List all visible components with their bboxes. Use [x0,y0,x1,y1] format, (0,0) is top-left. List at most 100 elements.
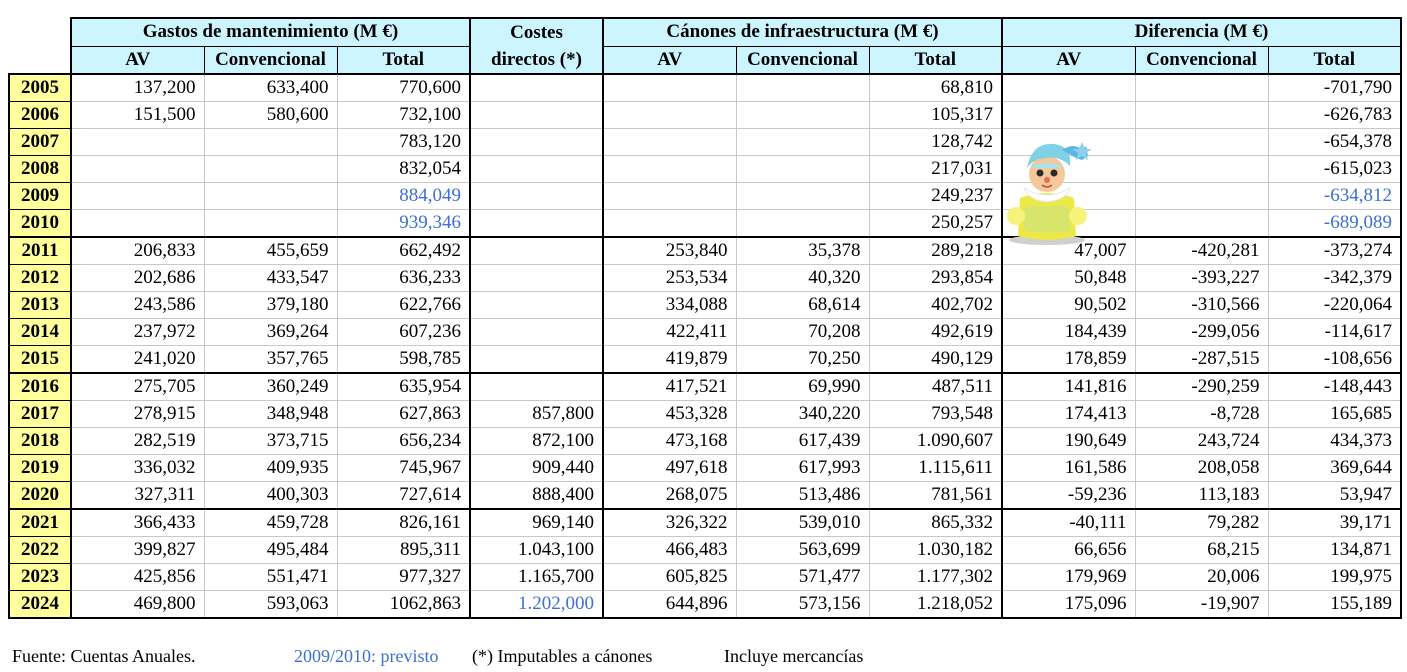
cell-d-av [1001,73,1136,102]
cell-c-conv [735,128,870,156]
table-row: 2016 275,705 360,249 635,954 417,521 69,990 48… [8,372,1402,401]
cell-c-av: 417,521 [602,372,737,401]
table-row: 2005 137,200 633,400 770,600 68,810 -701,790 [8,73,1402,102]
cell-d-total: -342,379 [1267,264,1402,292]
cell-c-av: 497,618 [602,454,737,482]
cell-c-conv: 513,486 [735,481,870,510]
cell-d-av: 174,413 [1001,400,1136,428]
cell-c-av [602,209,737,238]
cell-d-total: -114,617 [1267,318,1402,346]
cell-g-conv: 357,765 [203,345,338,374]
cell-d-total: -108,656 [1267,345,1402,374]
cell-costes: 857,800 [469,400,604,428]
cell-c-total: 105,317 [868,101,1003,129]
cell-c-total: 217,031 [868,155,1003,183]
cell-costes: 1.043,100 [469,536,604,564]
cell-c-conv: 35,378 [735,236,870,265]
header-dif-total: Total [1267,45,1402,75]
cell-g-total: 662,492 [336,236,471,265]
cell-c-av [602,155,737,183]
cell-d-total: 199,975 [1267,563,1402,591]
cell-g-conv: 551,471 [203,563,338,591]
cell-costes [469,291,604,319]
cell-d-conv: 68,215 [1134,536,1269,564]
cell-d-conv [1134,128,1269,156]
cell-c-total: 289,218 [868,236,1003,265]
header-gastos-total: Total [336,45,471,75]
cell-g-av [70,128,205,156]
cell-c-av: 473,168 [602,427,737,455]
cell-d-total: 369,644 [1267,454,1402,482]
cell-d-conv: 243,724 [1134,427,1269,455]
cell-d-total: 53,947 [1267,481,1402,510]
table-row: 2012 202,686 433,547 636,233 253,534 40,320 29… [8,264,1402,292]
table-row: 2015 241,020 357,765 598,785 419,879 70,250 49… [8,345,1402,374]
cell-d-conv [1134,155,1269,183]
header-canones-total: Total [868,45,1003,75]
cell-g-conv: 400,303 [203,481,338,510]
cell-g-total: 727,614 [336,481,471,510]
cell-d-av: -40,111 [1001,508,1136,537]
cell-g-av: 425,856 [70,563,205,591]
table-row: 2013 243,586 379,180 622,766 334,088 68,614 40… [8,291,1402,319]
cell-g-total: 832,054 [336,155,471,183]
cell-g-av: 137,200 [70,73,205,102]
table-row: 2022 399,827 495,484 895,311 1.043,100 466,48… [8,536,1402,564]
cell-c-conv: 69,990 [735,372,870,401]
cell-c-conv [735,101,870,129]
table-row: 2019 336,032 409,935 745,967 909,440 497,618 6… [8,454,1402,482]
cell-d-conv: 113,183 [1134,481,1269,510]
cell-g-conv: 633,400 [203,73,338,102]
cell-g-av: 278,915 [70,400,205,428]
cell-c-av [602,182,737,210]
cell-g-conv: 373,715 [203,427,338,455]
cell-costes: 909,440 [469,454,604,482]
cell-costes: 872,100 [469,427,604,455]
cell-g-av: 469,800 [70,590,205,619]
year-cell: 2013 [8,291,72,319]
year-cell: 2018 [8,427,72,455]
year-cell: 2009 [8,182,72,210]
cell-g-total: 783,120 [336,128,471,156]
cell-d-av: 179,969 [1001,563,1136,591]
table-row: 2006 151,500 580,600 732,100 105,317 -626,783 [8,101,1402,129]
cell-d-conv [1134,182,1269,210]
cell-d-total: -148,443 [1267,372,1402,401]
maintenance-costs-table: Gastos de mantenimiento (M €) Costes dir… [8,17,1402,619]
cell-costes [469,101,604,129]
costes-note: (*) Imputables a cánones [472,646,653,666]
cell-c-total: 865,332 [868,508,1003,537]
cell-g-av: 206,833 [70,236,205,265]
cell-g-av: 243,586 [70,291,205,319]
header-gastos-conv: Convencional [203,45,338,75]
cell-g-conv [203,209,338,238]
cell-costes [469,372,604,401]
cell-costes: 969,140 [469,508,604,537]
cell-d-conv: 20,006 [1134,563,1269,591]
cell-g-total: 977,327 [336,563,471,591]
table-row: 2017 278,915 348,948 627,863 857,800 453,328 3… [8,400,1402,428]
header-dif-conv: Convencional [1134,45,1269,75]
year-cell: 2012 [8,264,72,292]
cell-c-total: 68,810 [868,73,1003,102]
cell-d-av: 66,656 [1001,536,1136,564]
cell-c-av: 268,075 [602,481,737,510]
cell-c-conv: 70,250 [735,345,870,374]
cell-costes [469,318,604,346]
cell-g-conv: 459,728 [203,508,338,537]
cell-g-total: 770,600 [336,73,471,102]
cell-g-conv [203,128,338,156]
year-cell: 2021 [8,508,72,537]
cell-g-total: 745,967 [336,454,471,482]
cell-g-av: 399,827 [70,536,205,564]
cell-costes [469,264,604,292]
cell-d-conv: -310,566 [1134,291,1269,319]
cell-c-conv: 563,699 [735,536,870,564]
table-row: 2009 884,049 249,237 -634,812 [8,182,1402,210]
cell-d-total: -654,378 [1267,128,1402,156]
cell-g-av: 241,020 [70,345,205,374]
cell-costes [469,128,604,156]
cell-costes [469,73,604,102]
header-canones: Cánones de infraestructura (M €) [602,17,1003,47]
header-gastos-av: AV [70,45,205,75]
